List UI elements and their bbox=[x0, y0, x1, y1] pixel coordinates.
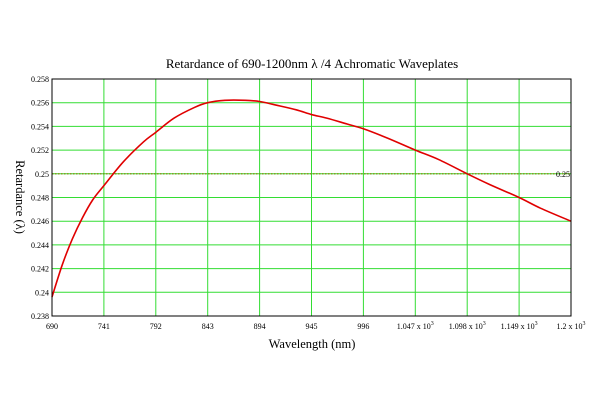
x-tick-labels: 690 741 792 843 894 945 996 1.047 x 103 1.098 x … bbox=[46, 321, 586, 331]
y-axis-label: Retardance (λ) bbox=[13, 160, 27, 234]
y-tick-label: 0.244 bbox=[31, 241, 49, 250]
y-tick-label: 0.256 bbox=[31, 99, 49, 108]
x-tick-label: 1.2 x 103 bbox=[557, 321, 586, 331]
y-tick-label: 0.246 bbox=[31, 217, 49, 226]
x-tick-label: 894 bbox=[254, 322, 266, 331]
x-tick-label: 1.047 x 103 bbox=[397, 321, 434, 331]
x-tick-label: 792 bbox=[150, 322, 162, 331]
y-tick-label: 0.25 bbox=[35, 170, 49, 179]
y-tick-label: 0.252 bbox=[31, 146, 49, 155]
x-tick-label: 741 bbox=[98, 322, 110, 331]
y-tick-label: 0.242 bbox=[31, 265, 49, 274]
chart-title: Retardance of 690-1200nm λ /4 Achromatic… bbox=[166, 56, 458, 71]
x-tick-label: 843 bbox=[202, 322, 214, 331]
y-tick-labels: 0.238 0.24 0.242 0.244 0.246 0.248 0.25 0.252 0.… bbox=[31, 75, 49, 321]
x-axis-label: Wavelength (nm) bbox=[269, 337, 356, 351]
plot-frame bbox=[51, 78, 572, 317]
x-tick-label: 690 bbox=[46, 322, 58, 331]
series-group bbox=[51, 99, 572, 298]
x-tick-label: 996 bbox=[357, 322, 369, 331]
x-tick-label: 945 bbox=[306, 322, 318, 331]
y-tick-label: 0.24 bbox=[35, 288, 49, 297]
x-tick-label: 1.149 x 103 bbox=[501, 321, 538, 331]
y-tick-label: 0.238 bbox=[31, 312, 49, 321]
retardance-curve bbox=[51, 99, 572, 298]
y-tick-label: 0.248 bbox=[31, 194, 49, 203]
x-tick-label: 1.098 x 103 bbox=[449, 321, 486, 331]
reference-line-label: 0.25 bbox=[556, 170, 570, 179]
y-tick-label: 0.258 bbox=[31, 75, 49, 84]
y-tick-label: 0.254 bbox=[31, 122, 49, 131]
reference-line-group: 0.25 bbox=[52, 170, 571, 179]
